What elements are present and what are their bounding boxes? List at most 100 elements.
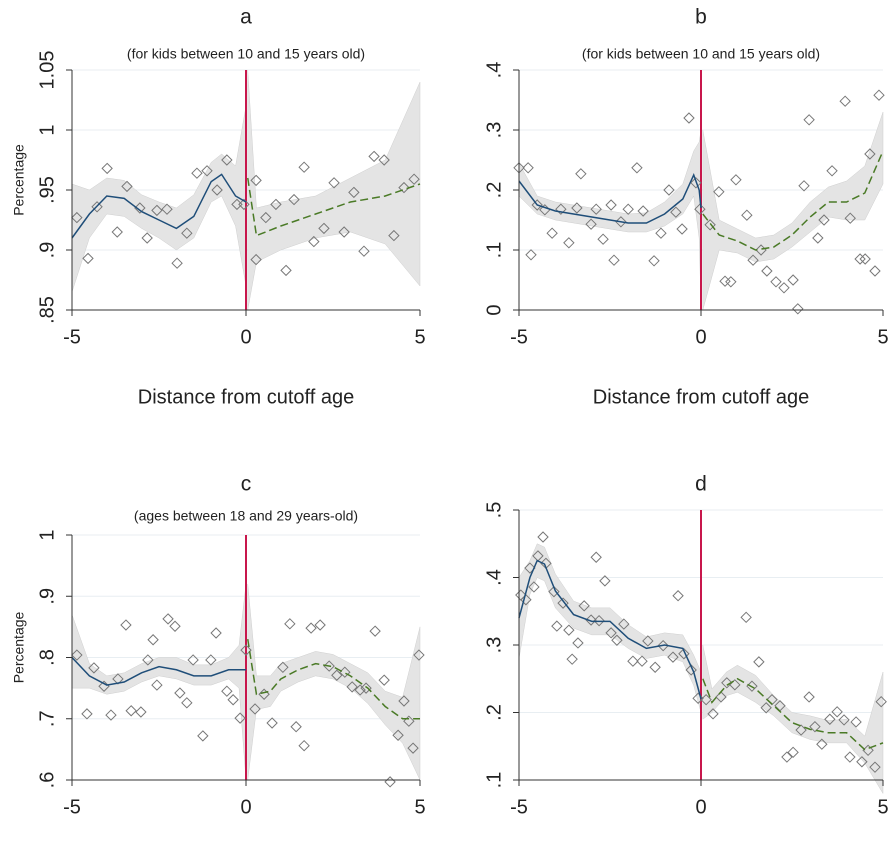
data-point [522, 162, 534, 174]
data-point [721, 677, 733, 689]
data-point [670, 206, 682, 218]
data-point [578, 600, 590, 612]
data-point [250, 174, 262, 187]
data-point [663, 184, 675, 196]
panel-title: d [695, 473, 707, 496]
data-point [125, 705, 137, 717]
y-tick-label: .2 [483, 704, 505, 721]
data-point [112, 673, 124, 685]
data-point [88, 662, 100, 674]
data-point [557, 597, 569, 609]
data-point [201, 165, 213, 177]
data-point [378, 154, 390, 166]
data-point [694, 203, 706, 215]
data-point [730, 174, 742, 186]
data-point [348, 186, 360, 199]
data-point [328, 177, 340, 189]
data-point [622, 203, 634, 215]
x-tick-label: 5 [877, 326, 888, 348]
data-point [869, 265, 881, 277]
data-point [555, 203, 567, 215]
data-point [197, 730, 209, 742]
x-tick-label: -5 [63, 326, 81, 348]
data-point [683, 112, 695, 124]
confidence-band [518, 129, 702, 305]
data-point [187, 654, 199, 666]
data-point [546, 227, 558, 239]
data-point [667, 651, 679, 663]
x-tick-label: 5 [414, 796, 425, 818]
y-tick-label: .95 [36, 176, 58, 204]
data-point [135, 706, 147, 718]
x-tick-label: -5 [510, 796, 528, 818]
y-tick-label: 1 [36, 124, 58, 135]
data-point [690, 177, 702, 189]
data-point [838, 714, 850, 726]
x-tick-label: 0 [695, 796, 706, 818]
data-point [803, 691, 815, 703]
data-point [524, 562, 536, 574]
data-point [181, 227, 193, 239]
data-point [240, 644, 252, 656]
data-point [787, 746, 799, 759]
data-point [71, 211, 83, 224]
data-point [672, 590, 684, 602]
fit-line [246, 177, 421, 237]
y-tick-label: .3 [483, 637, 505, 654]
fit-line [518, 173, 702, 224]
data-point [141, 232, 153, 244]
data-point [360, 682, 372, 694]
confidence-band [702, 644, 884, 795]
data-point [864, 148, 876, 160]
data-point [831, 706, 843, 718]
data-point [642, 635, 654, 647]
data-point [627, 655, 639, 667]
data-point [227, 694, 239, 706]
data-point [82, 252, 94, 265]
data-point [162, 613, 174, 625]
x-axis-label: Distance from cutoff age [593, 386, 809, 408]
panel-subtitle: (ages between 18 and 29 years-old) [134, 508, 358, 524]
data-point [856, 756, 868, 768]
data-point [792, 303, 804, 315]
data-point [384, 776, 396, 788]
x-tick-label: 0 [240, 326, 251, 348]
data-point [563, 237, 575, 249]
data-point [590, 203, 602, 215]
data-point [169, 620, 181, 632]
data-point [151, 204, 163, 217]
confidence-band [71, 105, 247, 293]
data-point [766, 693, 778, 706]
data-point [655, 227, 667, 239]
data-point [725, 276, 737, 288]
data-point [174, 687, 186, 699]
data-point [331, 669, 343, 681]
y-tick-label: .4 [483, 62, 505, 79]
data-point [747, 254, 759, 266]
data-point [685, 664, 697, 676]
data-point [211, 184, 223, 196]
panel: .1 .2 .3 .4 .5 -5 0 5 d [483, 473, 888, 819]
data-point [740, 611, 752, 624]
y-tick-label: 1.05 [36, 51, 58, 90]
fit-line [518, 559, 702, 700]
data-point [346, 681, 358, 693]
data-point [121, 180, 133, 193]
data-point [803, 114, 815, 126]
data-point [305, 622, 317, 634]
data-point [151, 679, 163, 691]
data-point [358, 245, 370, 257]
data-point [551, 620, 563, 632]
data-point [676, 223, 688, 235]
data-point [873, 89, 885, 101]
data-point [585, 218, 597, 230]
panel: .6 .7 .8 .9 1 -5 0 5 c (ages between 18 and 29 ye… [11, 473, 426, 819]
data-point [221, 685, 233, 697]
data-point [91, 201, 103, 213]
data-point [809, 720, 821, 733]
data-point [134, 202, 146, 214]
data-point [816, 738, 828, 750]
data-point [525, 249, 537, 261]
data-point [392, 729, 404, 741]
data-point [308, 235, 320, 248]
